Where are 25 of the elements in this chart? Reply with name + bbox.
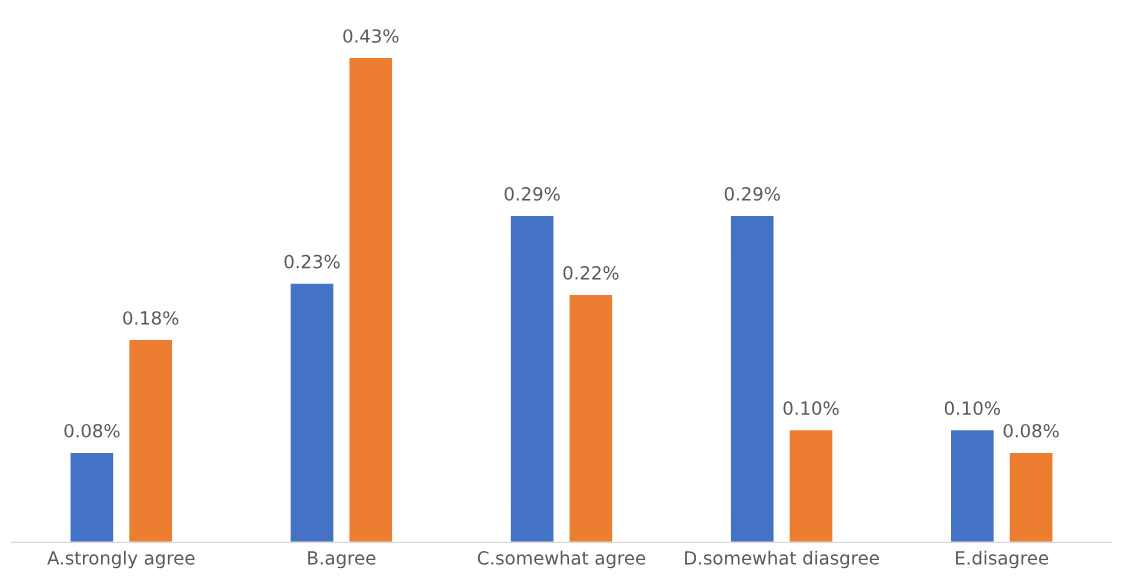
data-label: 0.29% bbox=[504, 187, 560, 201]
bar bbox=[729, 214, 775, 543]
data-label: 0.29% bbox=[724, 187, 780, 201]
x-tick-label: C.somewhat agree bbox=[477, 550, 646, 569]
data-label: 0.08% bbox=[1003, 423, 1059, 438]
bar bbox=[127, 338, 174, 543]
data-label: 0.10% bbox=[944, 401, 1001, 416]
data-label: 0.08% bbox=[64, 423, 120, 438]
data-label: 0.10% bbox=[783, 401, 839, 416]
data-label: 0.18% bbox=[123, 311, 179, 325]
x-tick-label: B.agree bbox=[308, 551, 376, 569]
bar bbox=[289, 282, 335, 543]
bar bbox=[949, 428, 996, 543]
data-label: 0.22% bbox=[563, 266, 619, 280]
bar bbox=[348, 56, 394, 543]
bar bbox=[509, 214, 555, 543]
bar bbox=[788, 428, 834, 543]
bar bbox=[1008, 451, 1054, 543]
bar bbox=[568, 293, 614, 543]
data-label: 0.43% bbox=[343, 29, 399, 43]
bar bbox=[69, 451, 115, 543]
x-tick-label: A.strongly agree bbox=[47, 550, 195, 569]
data-label: 0.23% bbox=[284, 254, 340, 269]
x-tick-label: E.disagree bbox=[956, 550, 1049, 569]
x-tick-label: D.somewhat diasgree bbox=[685, 550, 879, 569]
